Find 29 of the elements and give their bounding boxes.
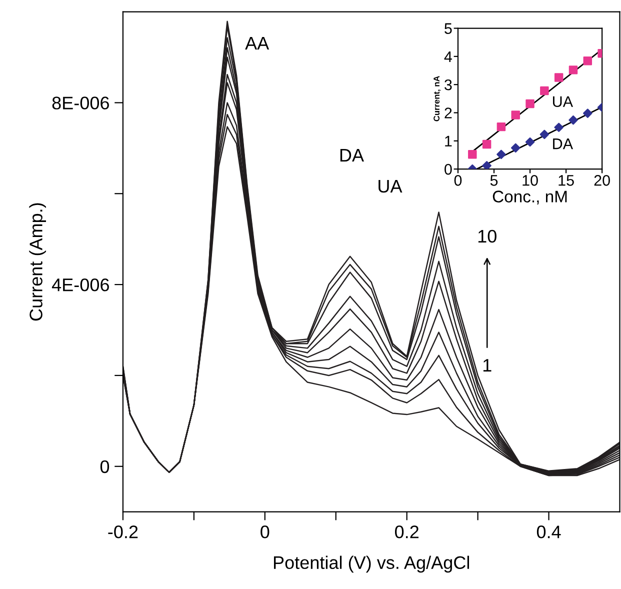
x-axis-title: Potential (V) vs. Ag/AgCl <box>274 556 470 573</box>
y-axis-title: Current, nA <box>434 76 441 122</box>
annotation: 1 <box>483 359 492 372</box>
x-tick-label: 0.4 <box>536 526 561 538</box>
y-tick-label: 2 <box>444 108 452 118</box>
x-axis-title: Conc., nM <box>492 190 567 204</box>
x-tick-label: 10 <box>522 175 538 186</box>
y-tick-label: 4 <box>444 51 452 62</box>
x-tick-label: 0.2 <box>395 526 418 538</box>
y-tick-label: 8E-006 <box>52 96 109 110</box>
y-axis-title: Current (Amp.) <box>29 203 46 321</box>
y-tick-label: 4E-006 <box>52 278 109 292</box>
annotation: AA <box>245 37 270 50</box>
x-tick-label: 15 <box>558 175 574 186</box>
annotation: DA <box>553 138 574 150</box>
y-tick-label: 0 <box>100 460 110 474</box>
x-tick-label: 5 <box>490 175 498 186</box>
x-tick-label: 0 <box>454 175 462 186</box>
y-tick-label: 5 <box>444 23 452 34</box>
x-tick-label: 0 <box>260 526 270 538</box>
annotation: UA <box>553 96 574 107</box>
x-tick-label: 20 <box>594 175 610 186</box>
annotation: 10 <box>478 230 496 243</box>
y-tick-label: 0 <box>444 164 452 175</box>
y-tick-label: 1 <box>445 136 452 146</box>
y-tick-label: 3 <box>444 79 452 90</box>
x-tick-label: -0.2 <box>108 526 138 538</box>
annotation: UA <box>378 180 402 193</box>
annotation: DA <box>340 149 364 162</box>
